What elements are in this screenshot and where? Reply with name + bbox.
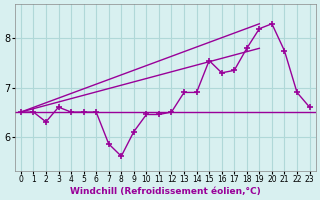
X-axis label: Windchill (Refroidissement éolien,°C): Windchill (Refroidissement éolien,°C) <box>70 187 260 196</box>
